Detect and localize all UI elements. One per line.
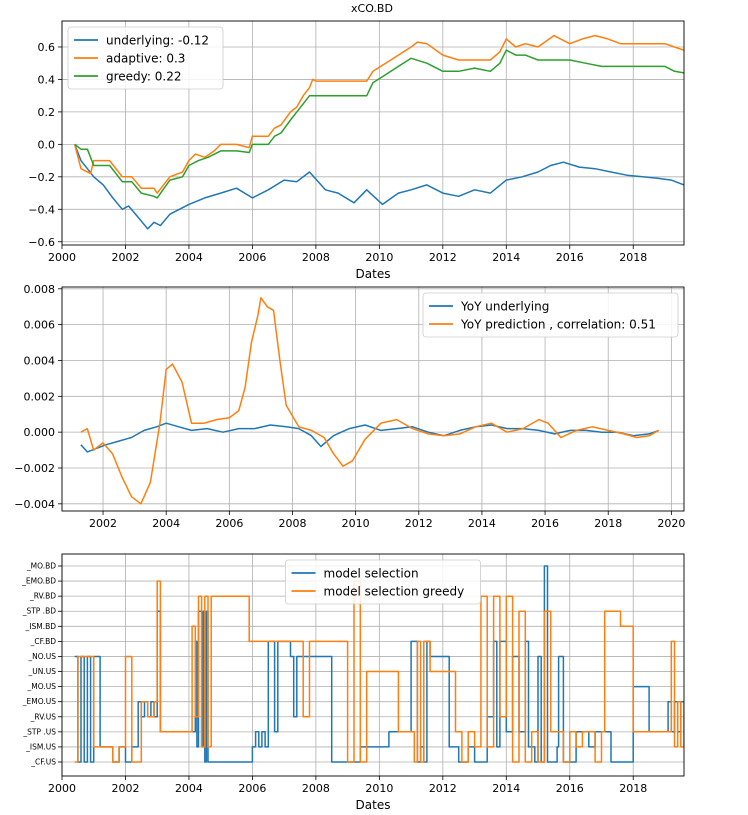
legend-label: YoY prediction , correlation: 0.51 bbox=[460, 318, 656, 332]
y-tick-label: −0.6 bbox=[28, 236, 55, 249]
series-line-2 bbox=[74, 49, 684, 199]
x-tick-label: 2016 bbox=[531, 517, 559, 530]
x-tick-label: 2010 bbox=[365, 251, 393, 264]
x-tick-label: 2004 bbox=[175, 251, 203, 264]
x-axis-label: Dates bbox=[356, 798, 391, 812]
legend-label: model selection bbox=[324, 567, 419, 581]
x-tick-label: 2008 bbox=[302, 782, 330, 795]
series-line-1 bbox=[74, 580, 684, 763]
x-tick-label: 2008 bbox=[302, 251, 330, 264]
y-tick-label: 0.008 bbox=[24, 283, 56, 296]
x-tick-label: 2014 bbox=[492, 782, 520, 795]
y-tick-label: 0.002 bbox=[24, 390, 56, 403]
legend-label: underlying: -0.12 bbox=[106, 34, 209, 48]
x-tick-label: 2016 bbox=[556, 251, 584, 264]
series-line-1 bbox=[73, 34, 684, 194]
legend-box bbox=[422, 292, 679, 338]
x-tick-label: 2006 bbox=[238, 251, 266, 264]
y-tick-label: 0.000 bbox=[24, 426, 56, 439]
chart-panel-yoy: 2002 2004 2006 2008 2010 2012 2014 2016 2018 2020… bbox=[14, 283, 685, 530]
legend-label: adaptive: 0.3 bbox=[106, 52, 185, 66]
series-line-0 bbox=[80, 422, 659, 453]
y-tick-label: −0.4 bbox=[28, 203, 55, 216]
plot-frame bbox=[61, 20, 685, 246]
chart-panel-performance: 2000 2002 2004 2006 2008 2010 2012 2014 2016 2018… bbox=[28, 20, 685, 281]
y-tick-label: 0.006 bbox=[24, 319, 56, 332]
y-tick-label: _EMO.BD bbox=[21, 577, 56, 586]
legend: YoY underlying YoY prediction , correlati… bbox=[422, 292, 679, 338]
y-tick-label: 0.2 bbox=[38, 106, 56, 119]
x-tick-label: 2004 bbox=[175, 782, 203, 795]
legend-box bbox=[67, 26, 224, 90]
y-tick-label: _STP .BD bbox=[22, 607, 57, 616]
x-tick-label: 2002 bbox=[111, 251, 139, 264]
y-tick-label: _EMO.US bbox=[22, 697, 56, 706]
series-line-1 bbox=[80, 297, 660, 505]
x-axis-label: Dates bbox=[356, 267, 391, 281]
x-tick-label: 2000 bbox=[48, 251, 76, 264]
x-tick-label: 2010 bbox=[342, 517, 370, 530]
x-tick-label: 2018 bbox=[619, 782, 647, 795]
y-tick-label: _ISM.US bbox=[25, 742, 56, 751]
y-tick-label: _ISM.BD bbox=[25, 622, 57, 631]
figure-title: xCO.BD bbox=[351, 2, 393, 15]
y-tick-label: _CF.US bbox=[30, 758, 56, 767]
y-tick-label: _RV.US bbox=[30, 712, 57, 721]
y-tick-label: _UN.US bbox=[28, 667, 57, 676]
legend-label: YoY underlying bbox=[460, 300, 549, 314]
y-tick-label: _MO.US bbox=[27, 682, 57, 691]
y-tick-label: 0.0 bbox=[38, 138, 56, 151]
x-tick-label: 2020 bbox=[657, 517, 685, 530]
legend-label: greedy: 0.22 bbox=[106, 70, 181, 84]
y-tick-label: _RV.BD bbox=[29, 592, 56, 601]
x-tick-label: 2008 bbox=[278, 517, 306, 530]
y-tick-label: −0.2 bbox=[28, 171, 55, 184]
x-tick-label: 2006 bbox=[238, 782, 266, 795]
x-tick-label: 2014 bbox=[468, 517, 496, 530]
x-tick-label: 2002 bbox=[89, 517, 117, 530]
y-tick-label: −0.004 bbox=[14, 498, 55, 511]
y-tick-label: 0.6 bbox=[38, 41, 56, 54]
series-group bbox=[73, 34, 684, 230]
y-tick-label: 0.004 bbox=[24, 354, 56, 367]
x-tick-label: 2012 bbox=[405, 517, 433, 530]
legend-label: model selection greedy bbox=[324, 585, 465, 599]
x-tick-label: 2018 bbox=[594, 517, 622, 530]
y-tick-label: 0.4 bbox=[38, 73, 56, 86]
legend: model selection model selection greedy bbox=[285, 559, 481, 605]
x-tick-label: 2018 bbox=[619, 251, 647, 264]
x-tick-label: 2000 bbox=[48, 782, 76, 795]
x-tick-label: 2012 bbox=[429, 251, 457, 264]
legend-box bbox=[285, 559, 481, 605]
x-tick-label: 2002 bbox=[111, 782, 139, 795]
series-line-0 bbox=[74, 144, 684, 230]
x-tick-label: 2004 bbox=[152, 517, 180, 530]
x-tick-label: 2012 bbox=[429, 782, 457, 795]
x-tick-label: 2014 bbox=[492, 251, 520, 264]
series-group bbox=[80, 297, 660, 505]
y-tick-label: _MO.BD bbox=[26, 562, 56, 571]
legend: underlying: -0.12 adaptive: 0.3 greedy: 0.… bbox=[67, 26, 224, 90]
x-tick-label: 2006 bbox=[215, 517, 243, 530]
chart-panel-model-selection: 2000 2002 2004 2006 2008 2010 2012 2014 2016 2018… bbox=[21, 553, 685, 812]
plot-frame bbox=[61, 286, 685, 512]
y-tick-label: _CF.BD bbox=[30, 637, 57, 646]
x-tick-label: 2010 bbox=[365, 782, 393, 795]
plot-frame bbox=[61, 553, 685, 777]
series-group bbox=[74, 565, 684, 763]
y-tick-label: _NO.US bbox=[27, 652, 56, 661]
y-tick-label: _STP .US bbox=[22, 727, 56, 736]
x-tick-label: 2016 bbox=[556, 782, 584, 795]
y-tick-label: −0.002 bbox=[14, 462, 55, 475]
